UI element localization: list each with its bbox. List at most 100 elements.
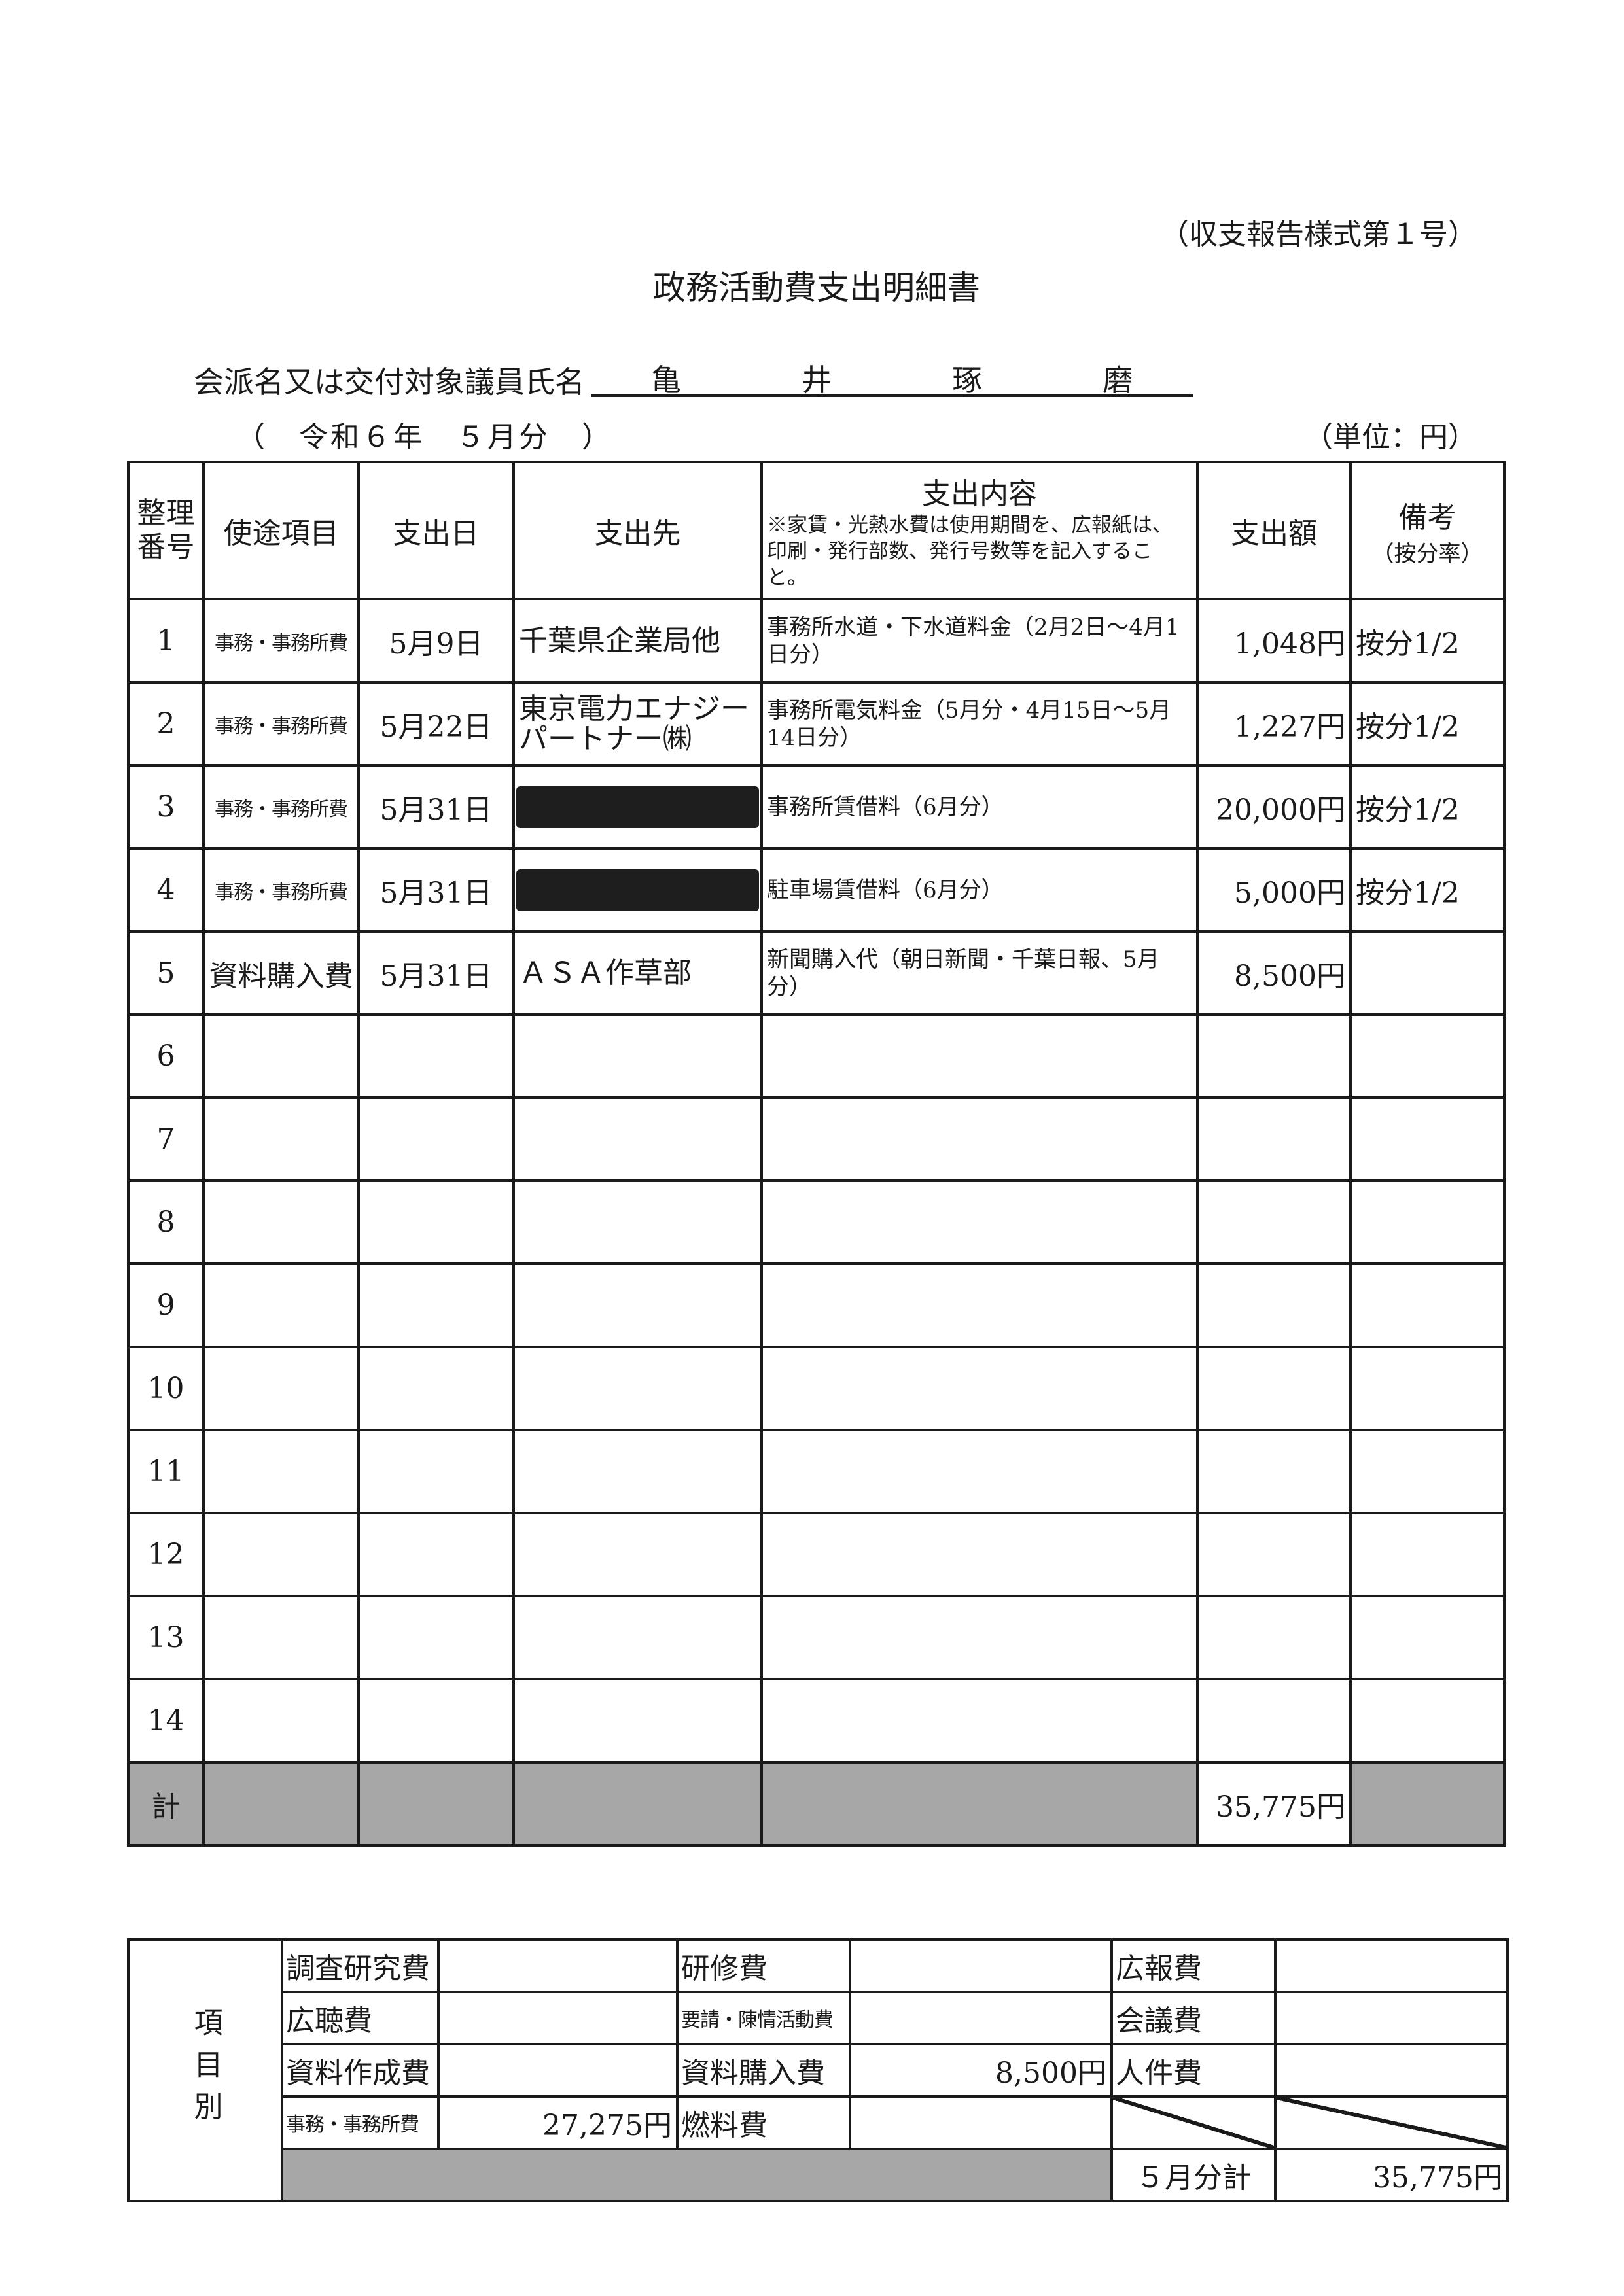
row-number: 4 [127, 847, 205, 933]
row-remarks [1349, 1179, 1506, 1265]
header-content-note: ※家賃・光熱水費は使用期間を、広報紙は、印刷・発行部数、発行号数等を記入すること… [767, 513, 1173, 589]
row-payee [512, 1179, 763, 1265]
summary-category-label: 会議費 [1110, 1991, 1277, 2045]
table-row: 7 [127, 1096, 1506, 1182]
row-content [760, 1262, 1199, 1348]
row-payee [512, 1512, 763, 1597]
row-payee [512, 764, 763, 850]
summary-category-value [849, 1991, 1113, 2045]
summary-category-value: 8,500円 [849, 2043, 1113, 2098]
member-name: 亀 井 琢 磨 [591, 357, 1193, 398]
row-date [357, 1013, 515, 1099]
header-payee: 支出先 [512, 461, 763, 600]
header-remarks-sub: （按分率） [1371, 540, 1483, 567]
summary-category-value [849, 1938, 1113, 1993]
row-number: 6 [127, 1013, 205, 1099]
table-row: 6 [127, 1013, 1506, 1099]
summary-category-label: 燃料費 [676, 2095, 851, 2150]
total-label: 計 [127, 1761, 205, 1847]
row-amount [1196, 1346, 1352, 1431]
row-date [357, 1595, 515, 1680]
header-number: 整理番号 [127, 461, 205, 600]
row-category [202, 1595, 360, 1680]
row-number: 10 [127, 1346, 205, 1431]
row-date: 5月9日 [357, 598, 515, 684]
total-shaded-cell [357, 1761, 515, 1847]
month-total-label: ５月分計 [1110, 2148, 1277, 2202]
table-header-row: 整理番号 使途項目 支出日 支出先 支出内容 ※家賃・光熱水費は使用期間を、広報… [127, 461, 1506, 600]
row-number: 11 [127, 1429, 205, 1514]
table-row: 11 [127, 1429, 1506, 1514]
row-content [760, 1013, 1199, 1099]
row-content [760, 1346, 1199, 1431]
summary-category-value [1274, 1991, 1509, 2045]
row-date: 5月22日 [357, 681, 515, 767]
row-amount [1196, 1429, 1352, 1514]
row-date: 5月31日 [357, 930, 515, 1016]
row-content: 事務所電気料金（5月分・4月15日～5月14日分） [760, 681, 1199, 767]
row-payee: 千葉県企業局他 [512, 598, 763, 684]
summary-category-value [1274, 1938, 1509, 1993]
summary-side-label: 項目別 [127, 1938, 283, 2202]
row-category: 事務・事務所費 [202, 847, 360, 933]
summary-category-value [437, 1938, 679, 1993]
table-row: 5 資料購入費 5月31日 ＡＳＡ作草部 新聞購入代（朝日新聞・千葉日報、5月分） 8,5… [127, 930, 1506, 1016]
row-category [202, 1429, 360, 1514]
summary-category-value [437, 1991, 679, 2045]
unit-label: （単位：円） [1304, 421, 1477, 454]
row-date [357, 1096, 515, 1182]
month-total-value: 35,775円 [1274, 2148, 1509, 2202]
row-amount: 5,000円 [1196, 847, 1352, 933]
row-content [760, 1595, 1199, 1680]
row-category: 資料購入費 [202, 930, 360, 1016]
summary-category-label: 事務・事務所費 [281, 2095, 440, 2150]
header-remarks: 備考 （按分率） [1349, 461, 1506, 600]
row-number: 12 [127, 1512, 205, 1597]
row-number: 8 [127, 1179, 205, 1265]
row-date [357, 1678, 515, 1764]
table-row: 3 事務・事務所費 5月31日 事務所賃借料（6月分） 20,000円 按分1/2 [127, 764, 1506, 850]
summary-row: 項目別 調査研究費 研修費 広報費 [127, 1938, 1509, 2202]
total-remarks-shaded [1349, 1761, 1506, 1847]
table-row: 12 [127, 1512, 1506, 1597]
header-content: 支出内容 ※家賃・光熱水費は使用期間を、広報紙は、印刷・発行部数、発行号数等を記… [760, 461, 1199, 600]
row-content: 事務所賃借料（6月分） [760, 764, 1199, 850]
expense-table: 整理番号 使途項目 支出日 支出先 支出内容 ※家賃・光熱水費は使用期間を、広報… [127, 461, 1506, 1847]
row-payee [512, 1346, 763, 1431]
summary-row: 事務・事務所費 27,275円 燃料費 [128, 2095, 1509, 2150]
summary-category-value [1274, 2043, 1509, 2098]
category-summary-table: 項目別 調査研究費 研修費 広報費 広聴費 要請・陳情活動費 会議費 資料作成費 資料購入費 8,… [127, 1938, 1509, 2202]
name-char: 亀 [651, 362, 681, 398]
total-shaded-cell [202, 1761, 360, 1847]
summary-category-value [849, 2095, 1113, 2150]
row-remarks [1349, 1595, 1506, 1680]
summary-category-label: 資料購入費 [676, 2043, 851, 2098]
row-amount: 8,500円 [1196, 930, 1352, 1016]
row-category [202, 1346, 360, 1431]
table-row: 8 [127, 1179, 1506, 1265]
row-amount [1196, 1013, 1352, 1099]
row-content [760, 1512, 1199, 1597]
row-amount: 1,227円 [1196, 681, 1352, 767]
row-content [760, 1678, 1199, 1764]
row-remarks [1349, 1013, 1506, 1099]
row-remarks [1349, 1262, 1506, 1348]
summary-category-label: 広聴費 [281, 1991, 440, 2045]
row-remarks [1349, 930, 1506, 1016]
row-amount [1196, 1179, 1352, 1265]
summary-shaded-area [281, 2148, 1113, 2202]
page-title: 政務活動費支出明細書 [653, 269, 980, 307]
row-remarks: 按分1/2 [1349, 847, 1506, 933]
row-remarks [1349, 1678, 1506, 1764]
summary-row: 広聴費 要請・陳情活動費 会議費 [128, 1991, 1509, 2045]
table-row: 9 [127, 1262, 1506, 1348]
row-category [202, 1179, 360, 1265]
total-shaded-cell [512, 1761, 763, 1847]
header-date: 支出日 [357, 461, 515, 600]
row-amount: 1,048円 [1196, 598, 1352, 684]
summary-category-label: 人件費 [1110, 2043, 1277, 2098]
total-amount: 35,775円 [1196, 1761, 1352, 1847]
row-amount [1196, 1262, 1352, 1348]
summary-category-value [437, 2043, 679, 2098]
row-number: 7 [127, 1096, 205, 1182]
